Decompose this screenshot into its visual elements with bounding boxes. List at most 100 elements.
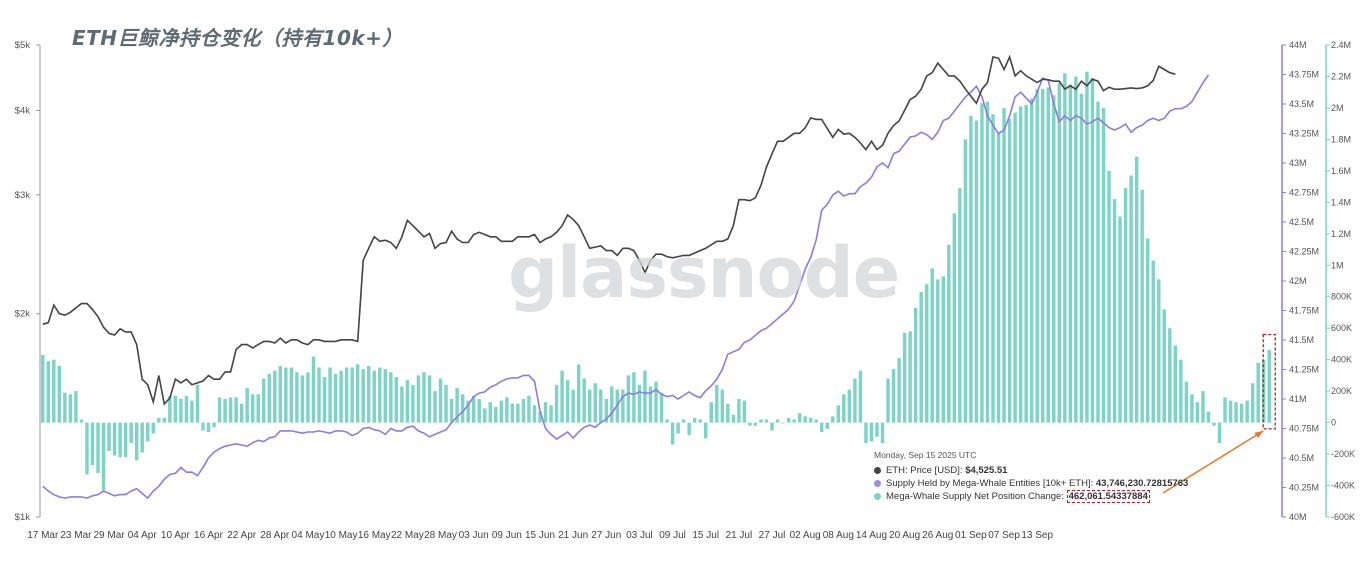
net-change-bar bbox=[980, 103, 984, 423]
net-change-bar bbox=[488, 402, 492, 423]
change-tick-label: 600K bbox=[1331, 323, 1352, 333]
net-change-bar bbox=[317, 367, 321, 423]
x-tick-label: 17 Mar bbox=[27, 530, 59, 541]
net-change-bar bbox=[991, 114, 995, 423]
net-change-bar bbox=[477, 399, 481, 423]
net-change-bar bbox=[1239, 403, 1244, 423]
supply-tick-label: 43M bbox=[1289, 158, 1307, 168]
net-change-bar bbox=[63, 392, 67, 423]
net-change-bar bbox=[394, 376, 399, 423]
net-change-bar bbox=[168, 395, 172, 423]
net-change-bar bbox=[681, 419, 686, 423]
supply-tick-label: 41.75M bbox=[1289, 306, 1319, 316]
net-change-bar bbox=[687, 422, 691, 436]
net-change-bar bbox=[333, 373, 338, 423]
price-tick-label: $5k bbox=[15, 40, 31, 51]
x-tick-label: 10 Apr bbox=[161, 530, 191, 541]
x-tick-label: 13 Sep bbox=[1021, 530, 1053, 541]
supply-tick-label: 44M bbox=[1289, 40, 1307, 50]
x-tick-label: 16 Apr bbox=[194, 530, 224, 541]
net-change-bar bbox=[676, 422, 680, 434]
price-tick-label: $3k bbox=[15, 190, 31, 201]
supply-tick-label: 40.75M bbox=[1289, 424, 1319, 434]
net-change-bar bbox=[79, 419, 84, 423]
net-change-bar bbox=[212, 422, 216, 428]
x-tick-label: 21 Jun bbox=[558, 530, 588, 541]
change-tick-label: 2.4M bbox=[1331, 40, 1351, 50]
net-change-bar bbox=[295, 372, 299, 423]
net-change-bar bbox=[1134, 156, 1139, 423]
net-change-bar bbox=[206, 422, 211, 433]
net-change-bar bbox=[1250, 383, 1255, 423]
net-change-bar bbox=[726, 403, 730, 423]
net-change-bar bbox=[151, 422, 155, 434]
net-change-bar bbox=[427, 375, 432, 423]
net-change-bar bbox=[306, 372, 310, 423]
x-tick-label: 28 Apr bbox=[260, 530, 290, 541]
net-change-bar bbox=[378, 367, 382, 423]
net-change-bar bbox=[902, 332, 907, 423]
net-change-bar bbox=[1190, 394, 1194, 423]
net-change-bar bbox=[134, 422, 139, 461]
net-change-bar bbox=[273, 370, 277, 423]
x-tick-label: 16 May bbox=[358, 530, 391, 541]
last-bar-highlight bbox=[1262, 333, 1276, 430]
net-change-bar bbox=[797, 413, 802, 423]
net-change-bar bbox=[858, 370, 863, 423]
net-change-bar bbox=[1052, 95, 1056, 423]
annotation-arrow bbox=[1162, 430, 1264, 494]
net-change-bar bbox=[880, 422, 885, 444]
net-change-bar bbox=[731, 414, 736, 423]
net-change-bar bbox=[74, 391, 78, 423]
net-change-bar bbox=[1162, 309, 1166, 423]
net-change-bar bbox=[549, 405, 553, 423]
change-legend-dot bbox=[874, 492, 881, 500]
net-change-bar bbox=[372, 370, 376, 423]
net-change-bar bbox=[339, 370, 343, 423]
net-change-bar bbox=[416, 375, 421, 423]
net-change-bar bbox=[1079, 93, 1084, 423]
net-change-bar bbox=[190, 400, 194, 423]
net-change-bar bbox=[632, 372, 636, 423]
net-change-bar bbox=[621, 389, 625, 423]
x-tick-label: 02 Aug bbox=[790, 530, 821, 541]
net-change-bar bbox=[565, 380, 570, 423]
tooltip-change-value: 462,061.54337884 bbox=[1066, 490, 1150, 503]
chart-title: ETH巨鲸净持仓变化（持有10k+） bbox=[72, 26, 403, 50]
net-change-bar bbox=[599, 389, 603, 423]
net-change-bar bbox=[897, 358, 901, 423]
net-change-bar bbox=[764, 419, 769, 423]
net-change-bar bbox=[400, 386, 404, 423]
net-change-bar bbox=[438, 378, 443, 423]
x-tick-label: 28 May bbox=[424, 530, 457, 541]
net-change-bar bbox=[311, 356, 316, 423]
change-tick-label: 1.2M bbox=[1331, 229, 1351, 239]
net-change-bar bbox=[831, 416, 835, 423]
net-change-bar bbox=[1173, 345, 1178, 423]
net-change-bar bbox=[1123, 188, 1128, 423]
tooltip-row-change: Mega-Whale Supply Net Position Change: 4… bbox=[874, 490, 1188, 503]
net-change-bar bbox=[234, 397, 238, 423]
net-change-bar bbox=[919, 292, 923, 423]
net-change-bar bbox=[1107, 170, 1111, 423]
net-change-bar bbox=[411, 384, 415, 423]
net-change-bar bbox=[1129, 175, 1133, 423]
net-change-bar bbox=[875, 422, 879, 437]
net-change-bar bbox=[350, 367, 354, 423]
net-change-bar bbox=[786, 417, 791, 423]
net-change-bar bbox=[118, 422, 122, 458]
net-change-bar bbox=[908, 331, 912, 423]
net-change-bar bbox=[670, 422, 675, 445]
net-change-bar bbox=[604, 399, 608, 423]
net-change-bar bbox=[704, 422, 708, 439]
net-change-bar bbox=[405, 380, 410, 423]
change-tick-label: 2.2M bbox=[1331, 71, 1351, 81]
net-change-bar bbox=[284, 367, 288, 423]
net-change-bar bbox=[96, 422, 100, 473]
net-change-bar bbox=[123, 422, 128, 458]
net-change-bar bbox=[1168, 328, 1172, 423]
net-change-bar bbox=[1223, 397, 1227, 423]
net-change-bar bbox=[947, 244, 951, 423]
net-change-bar bbox=[1256, 362, 1260, 423]
